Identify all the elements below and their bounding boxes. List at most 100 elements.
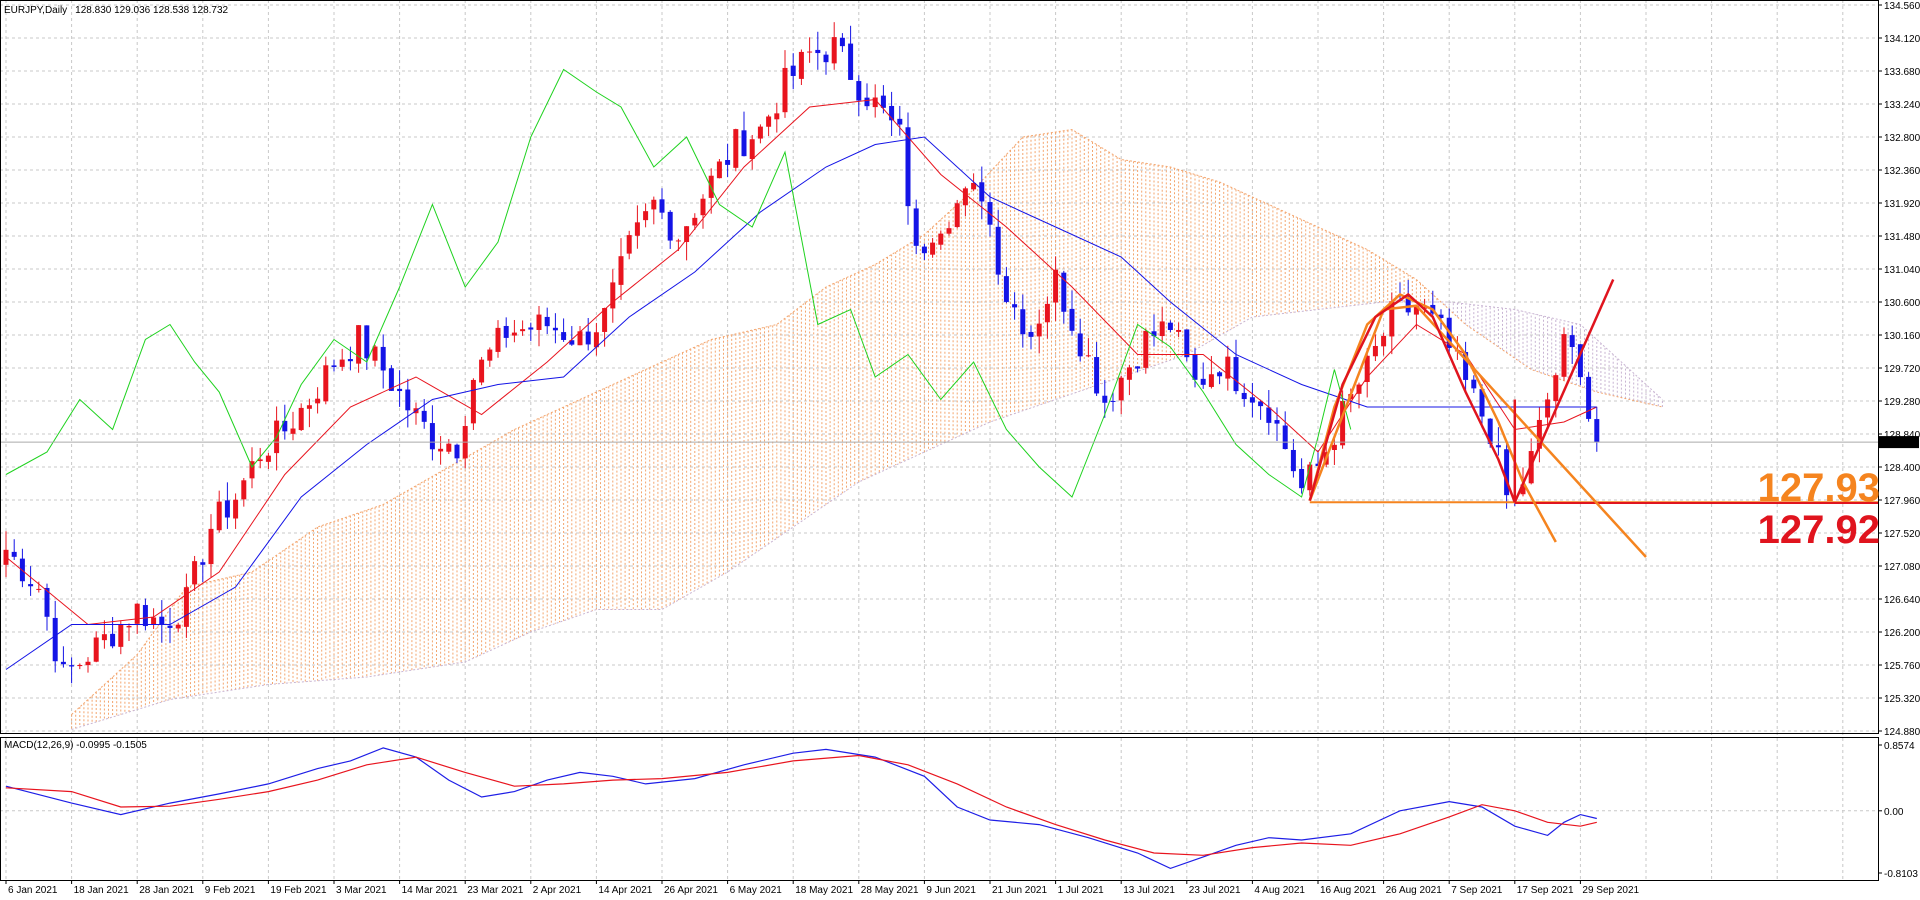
candle-body	[495, 327, 501, 352]
y-tick-label: 128.840	[1884, 430, 1920, 441]
senkou-span-b	[71, 301, 1663, 730]
candle-body	[380, 346, 386, 371]
candle-body	[1561, 334, 1567, 377]
x-tick-label: 18 Jan 2021	[74, 885, 129, 896]
candle-body	[315, 398, 321, 404]
candle-body	[1151, 331, 1157, 337]
candle-body	[1249, 397, 1255, 403]
x-tick-label: 7 Sep 2021	[1451, 885, 1503, 896]
y-tick-label: 134.120	[1884, 34, 1920, 45]
candle-body	[880, 95, 886, 108]
level-127-93-label: 127.93	[1758, 466, 1880, 510]
x-tick-label: 21 Jun 2021	[992, 885, 1047, 896]
candle-body	[1061, 272, 1067, 312]
x-tick-label: 6 May 2021	[730, 885, 783, 896]
y-tick-label: 124.880	[1884, 727, 1920, 738]
candle-body	[175, 624, 181, 629]
candle-body	[421, 410, 427, 422]
candle-body	[1085, 355, 1091, 357]
candle-body	[1110, 400, 1116, 402]
y-tick-label: 128.400	[1884, 463, 1920, 474]
y-tick-label: 130.600	[1884, 298, 1920, 309]
x-tick-label: 3 Mar 2021	[336, 885, 387, 896]
y-tick-label: 130.160	[1884, 331, 1920, 342]
candle-body	[159, 616, 165, 625]
candle-body	[388, 368, 394, 391]
candle-body	[479, 359, 485, 383]
candle-body	[1495, 445, 1501, 448]
y-tick-label: 126.640	[1884, 595, 1920, 606]
candle-body	[1471, 379, 1477, 389]
candle-body	[1577, 344, 1583, 378]
candle-body	[905, 127, 911, 207]
candle-body	[520, 329, 526, 332]
candle-body	[1028, 331, 1034, 337]
candle-body	[470, 379, 476, 424]
candle-body	[28, 584, 34, 587]
senkou-span-a	[71, 128, 1663, 715]
candle-body	[216, 501, 222, 531]
y-tick-label: 131.920	[1884, 199, 1920, 210]
x-tick-label: 1 Jul 2021	[1058, 885, 1105, 896]
y-tick-label: 127.080	[1884, 562, 1920, 573]
candle-body	[1594, 419, 1600, 443]
candle-body	[142, 605, 148, 627]
current-price-label: 128.732	[1882, 438, 1919, 449]
candle-body	[118, 624, 124, 647]
level-127-92-label: 127.92	[1758, 508, 1880, 552]
candle-body	[536, 314, 542, 330]
candle-body	[1102, 395, 1108, 403]
candle-body	[405, 389, 411, 411]
candle-body	[1586, 376, 1592, 419]
y-tick-label: 125.760	[1884, 661, 1920, 672]
x-tick-label: 2 Apr 2021	[533, 885, 582, 896]
candle-body	[995, 226, 1001, 275]
candle-body	[1266, 407, 1272, 423]
candle-body	[1545, 399, 1551, 418]
x-tick-label: 19 Feb 2021	[270, 885, 327, 896]
candle-body	[11, 551, 17, 557]
candle-body	[224, 500, 230, 518]
candle-body	[593, 332, 599, 348]
candle-body	[1569, 335, 1575, 348]
candle-body	[77, 665, 83, 667]
x-tick-label: 6 Jan 2021	[8, 885, 58, 896]
candle-body	[979, 182, 985, 202]
candle-body	[782, 67, 788, 113]
candle-body	[1118, 377, 1124, 401]
candle-body	[872, 97, 878, 108]
macd-tick-label: 0.8574	[1884, 741, 1915, 752]
candle-body	[1364, 355, 1370, 382]
y-tick-label: 127.520	[1884, 529, 1920, 540]
macd-pane-border	[0, 737, 1879, 881]
y-tick-label: 133.240	[1884, 100, 1920, 111]
candle-body	[372, 346, 378, 361]
candle-body	[528, 327, 534, 330]
candle-body	[438, 448, 444, 452]
x-tick-label: 16 Aug 2021	[1320, 885, 1377, 896]
candle-body	[1504, 449, 1510, 496]
x-tick-label: 28 Jan 2021	[139, 885, 194, 896]
candle-body	[971, 182, 977, 190]
y-tick-label: 133.680	[1884, 67, 1920, 78]
candle-body	[684, 226, 690, 243]
candle-body	[634, 222, 640, 236]
candle-body	[69, 665, 75, 667]
candle-body	[790, 65, 796, 76]
y-tick-label: 125.320	[1884, 694, 1920, 705]
candle-body	[577, 331, 583, 346]
macd-tick-label: -0.8103	[1884, 869, 1918, 880]
candle-body	[298, 407, 304, 431]
candle-body	[1077, 333, 1083, 357]
y-tick-label: 129.280	[1884, 397, 1920, 408]
pattern-drawings	[1308, 278, 1878, 558]
candle-body	[1381, 335, 1387, 347]
candle-body	[1094, 357, 1100, 394]
candle-body	[290, 428, 296, 434]
x-tick-label: 26 Apr 2021	[664, 885, 718, 896]
candle-body	[282, 420, 288, 432]
candle-body	[1331, 444, 1337, 451]
red-trendline	[1513, 278, 1615, 503]
x-tick-label: 28 May 2021	[861, 885, 919, 896]
candle-body	[110, 633, 116, 647]
